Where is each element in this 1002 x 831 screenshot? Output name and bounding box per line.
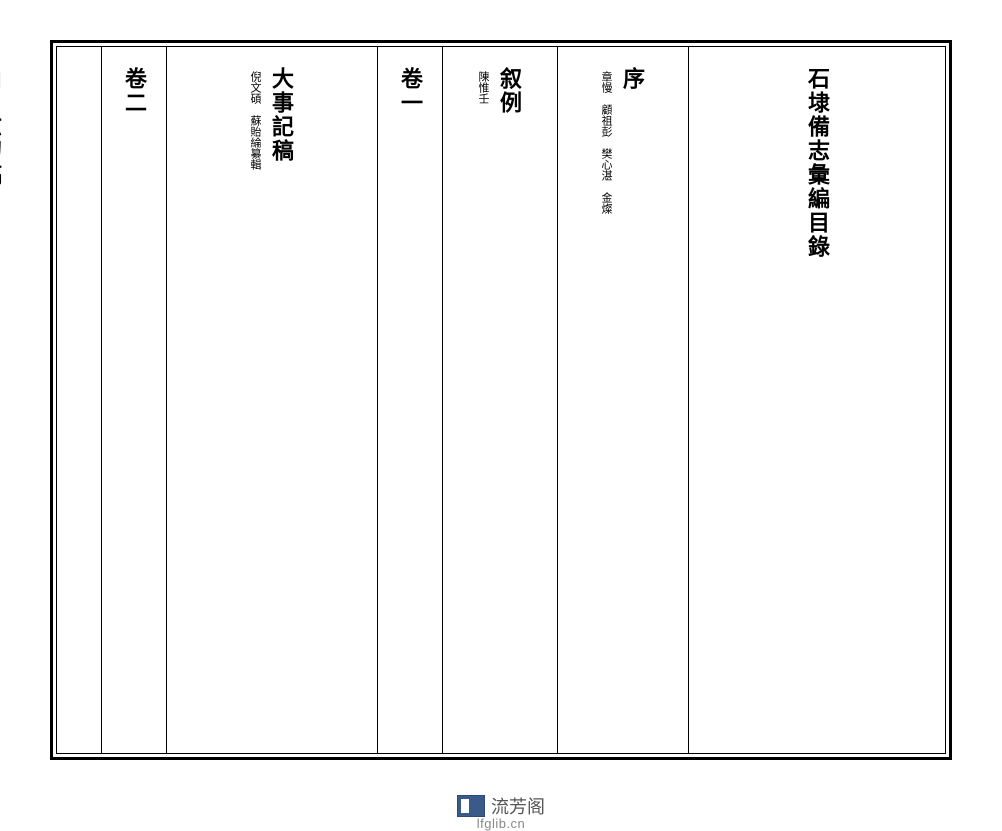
- column-entry: 大事記稿倪文碩 蘇貽綸纂輯: [247, 67, 297, 170]
- book-icon: [457, 795, 485, 817]
- text-column: 石埭備志彙編目錄: [689, 47, 945, 753]
- entry-main: 石埭備志彙編目錄: [801, 67, 833, 259]
- entry-main: 山川志初稿: [0, 67, 5, 187]
- text-column: 序章慢 顧祖彭 樊心湛 金燦: [558, 47, 689, 753]
- text-column: 山川志初稿陳碩梁 倪文碩纂輯: [0, 47, 102, 753]
- entry-sub: 陳惟壬: [475, 71, 491, 104]
- column-entry: 序章慢 顧祖彭 樊心湛 金燦: [598, 67, 648, 214]
- entry-main: 序: [616, 67, 648, 91]
- column-entry: 卷一: [394, 67, 426, 115]
- column-entry: 石埭備志彙編目錄: [801, 67, 833, 259]
- column-entry: 山川志初稿陳碩梁 倪文碩纂輯: [0, 67, 5, 187]
- watermark-url: lfglib.cn: [477, 816, 526, 831]
- text-column: 大事記稿倪文碩 蘇貽綸纂輯: [167, 47, 378, 753]
- column-entry: 叙例陳惟壬: [475, 67, 525, 115]
- entry-sub: 章慢 顧祖彭 樊心湛 金燦: [598, 71, 614, 214]
- text-column: 卷二: [102, 47, 167, 753]
- entry-main: 叙例: [493, 67, 525, 115]
- entry-main: 大事記稿: [265, 67, 297, 163]
- text-column: 卷一: [378, 47, 443, 753]
- columns-container: 石埭備志彙編目錄 序章慢 顧祖彭 樊心湛 金燦 叙例陳惟壬 卷一 大事記稿倪文碩 蘇貽綸…: [57, 47, 945, 753]
- entry-main: 卷二: [118, 67, 150, 115]
- text-column: 叙例陳惟壬: [443, 47, 558, 753]
- entry-sub: 倪文碩 蘇貽綸纂輯: [247, 71, 263, 170]
- entry-main: 卷一: [394, 67, 426, 115]
- inner-border: 石埭備志彙編目錄 序章慢 顧祖彭 樊心湛 金燦 叙例陳惟壬 卷一 大事記稿倪文碩 蘇貽綸…: [56, 46, 946, 754]
- document-frame: 石埭備志彙編目錄 序章慢 顧祖彭 樊心湛 金燦 叙例陳惟壬 卷一 大事記稿倪文碩 蘇貽綸…: [50, 40, 952, 760]
- column-entry: 卷二: [118, 67, 150, 115]
